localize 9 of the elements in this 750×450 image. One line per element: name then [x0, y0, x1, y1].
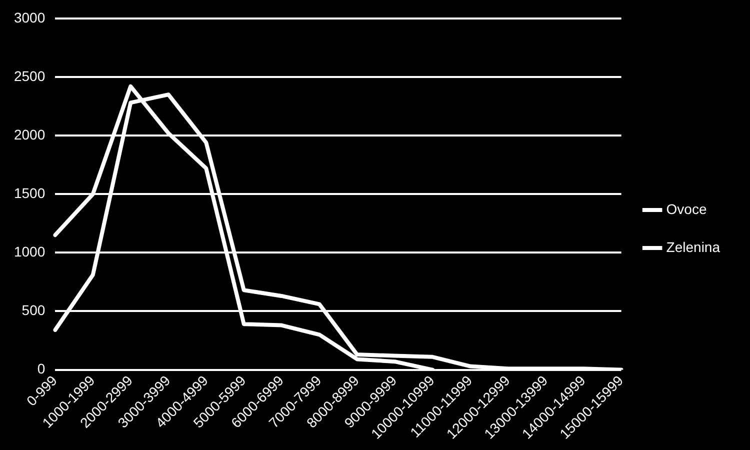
y-tick-label: 0 [37, 360, 46, 377]
y-tick-label: 500 [22, 302, 46, 318]
y-tick-label: 1000 [14, 244, 46, 260]
legend-label: Ovoce [666, 200, 707, 217]
legend-label: Zelenina [666, 238, 720, 255]
y-tick-label: 3000 [14, 9, 46, 26]
y-tick-label: 2500 [14, 68, 46, 84]
y-tick-label: 2000 [14, 126, 46, 142]
y-tick-label: 1500 [14, 184, 46, 201]
